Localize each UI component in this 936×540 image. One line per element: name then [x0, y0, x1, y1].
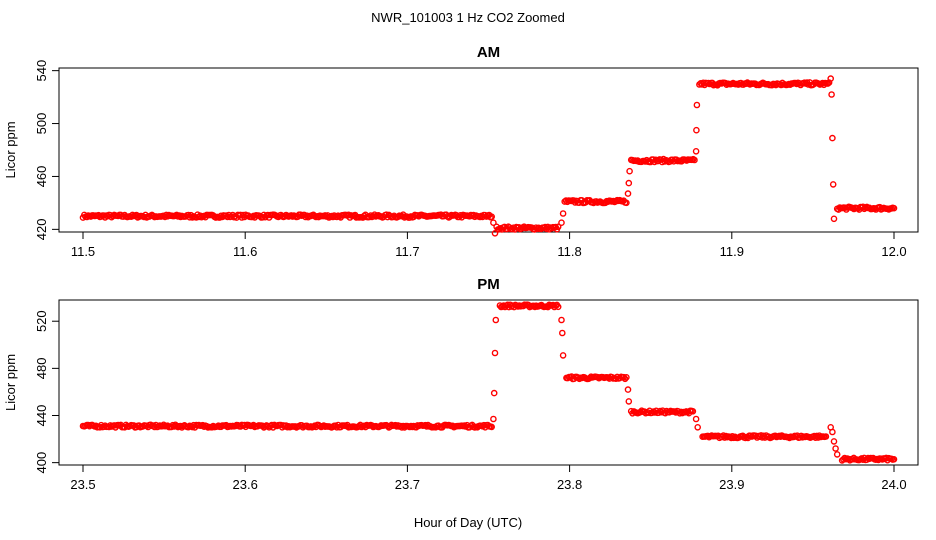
pm-transition-point — [490, 389, 498, 397]
am-transition-point — [625, 179, 633, 187]
pm-transition-point — [625, 398, 633, 405]
pm-data-point — [689, 407, 697, 415]
am-x-tick-label: 11.9 — [720, 244, 744, 259]
am-y-axis-label: Licor ppm — [3, 121, 18, 178]
pm-panel: PM Licor ppm 23.5 23.6 23.7 23.8 23.9 24.0 400 44… — [3, 276, 919, 492]
pm-transition-point — [692, 415, 700, 423]
am-transition-point — [491, 229, 499, 237]
pm-y-tick-label: 400 — [34, 452, 49, 474]
pm-transition-point — [559, 329, 566, 337]
am-data-point — [406, 214, 414, 221]
am-transition-point — [559, 210, 567, 217]
pm-plot-frame — [58, 299, 919, 466]
am-data-point — [488, 213, 496, 220]
am-panel-title: AM — [477, 44, 500, 61]
am-transition-point — [626, 167, 633, 175]
pm-data-point — [554, 303, 562, 311]
pm-y-tick-label: 480 — [34, 358, 49, 380]
am-y-tick-label: 460 — [34, 166, 49, 188]
am-data-point — [691, 156, 698, 164]
pm-transition-point — [624, 386, 632, 393]
am-data-point — [890, 204, 898, 212]
pm-x-tick-label: 24.0 — [881, 477, 906, 492]
am-data-point — [623, 199, 630, 207]
pm-transition-point — [558, 316, 565, 324]
am-transition-point — [558, 219, 565, 226]
am-y-tick-label: 420 — [34, 219, 49, 241]
am-x-tick-label: 11.6 — [233, 244, 257, 259]
pm-x-tick-label: 23.7 — [395, 477, 420, 492]
pm-transition-point — [694, 423, 702, 431]
am-transition-point — [624, 190, 632, 197]
am-panel: AM Licor ppm 11.5 11.6 11.7 11.8 11.9 12.0 420 46… — [3, 44, 919, 259]
am-plot-frame — [58, 67, 919, 233]
am-y-tick-label: 500 — [34, 113, 49, 135]
am-x-tick-label: 11.8 — [557, 244, 581, 259]
am-transition-point — [693, 101, 701, 109]
pm-y-axis-label: Licor ppm — [3, 354, 18, 411]
pm-transition-point — [833, 451, 841, 458]
pm-transition-point — [491, 349, 499, 357]
figure-title: NWR_101003 1 Hz CO2 Zoomed — [371, 10, 565, 25]
am-transition-point — [827, 75, 835, 82]
am-data-points — [79, 75, 898, 237]
pm-x-tick-label: 23.6 — [233, 477, 258, 492]
pm-y-tick-label: 440 — [34, 405, 49, 427]
am-data-point — [366, 213, 373, 221]
pm-data-point — [656, 407, 664, 415]
pm-data-point — [623, 373, 630, 381]
am-transition-point — [828, 91, 835, 98]
pm-transition-point — [830, 438, 838, 445]
pm-transition-point — [492, 316, 500, 324]
pm-panel-title: PM — [477, 276, 500, 293]
pm-x-tick-label: 23.8 — [557, 477, 582, 492]
x-axis-label: Hour of Day (UTC) — [414, 515, 522, 530]
pm-transition-point — [832, 445, 839, 452]
am-transition-point — [693, 126, 700, 134]
pm-y-tick-label: 520 — [34, 310, 49, 332]
pm-x-tick-label: 23.5 — [70, 477, 95, 492]
pm-data-point — [199, 421, 207, 429]
am-transition-point — [829, 181, 837, 188]
pm-data-point — [621, 375, 629, 383]
pm-data-point — [841, 454, 849, 462]
am-data-point — [554, 223, 562, 231]
am-x-tick-label: 11.5 — [71, 244, 95, 259]
am-x-tick-label: 11.7 — [395, 244, 419, 259]
am-transition-point — [829, 134, 836, 142]
am-x-tick-label: 12.0 — [881, 244, 906, 259]
pm-transition-point — [829, 428, 836, 436]
pm-x-tick-label: 23.9 — [719, 477, 744, 492]
pm-transition-point — [559, 352, 567, 359]
pm-data-point — [890, 455, 898, 463]
am-transition-point — [692, 147, 700, 155]
pm-transition-point — [490, 415, 497, 423]
pm-data-points — [79, 301, 898, 464]
am-transition-point — [490, 219, 497, 226]
pm-data-point — [822, 433, 830, 440]
am-y-tick-label: 540 — [34, 60, 49, 82]
am-transition-point — [830, 215, 838, 223]
pm-data-point — [488, 423, 496, 431]
